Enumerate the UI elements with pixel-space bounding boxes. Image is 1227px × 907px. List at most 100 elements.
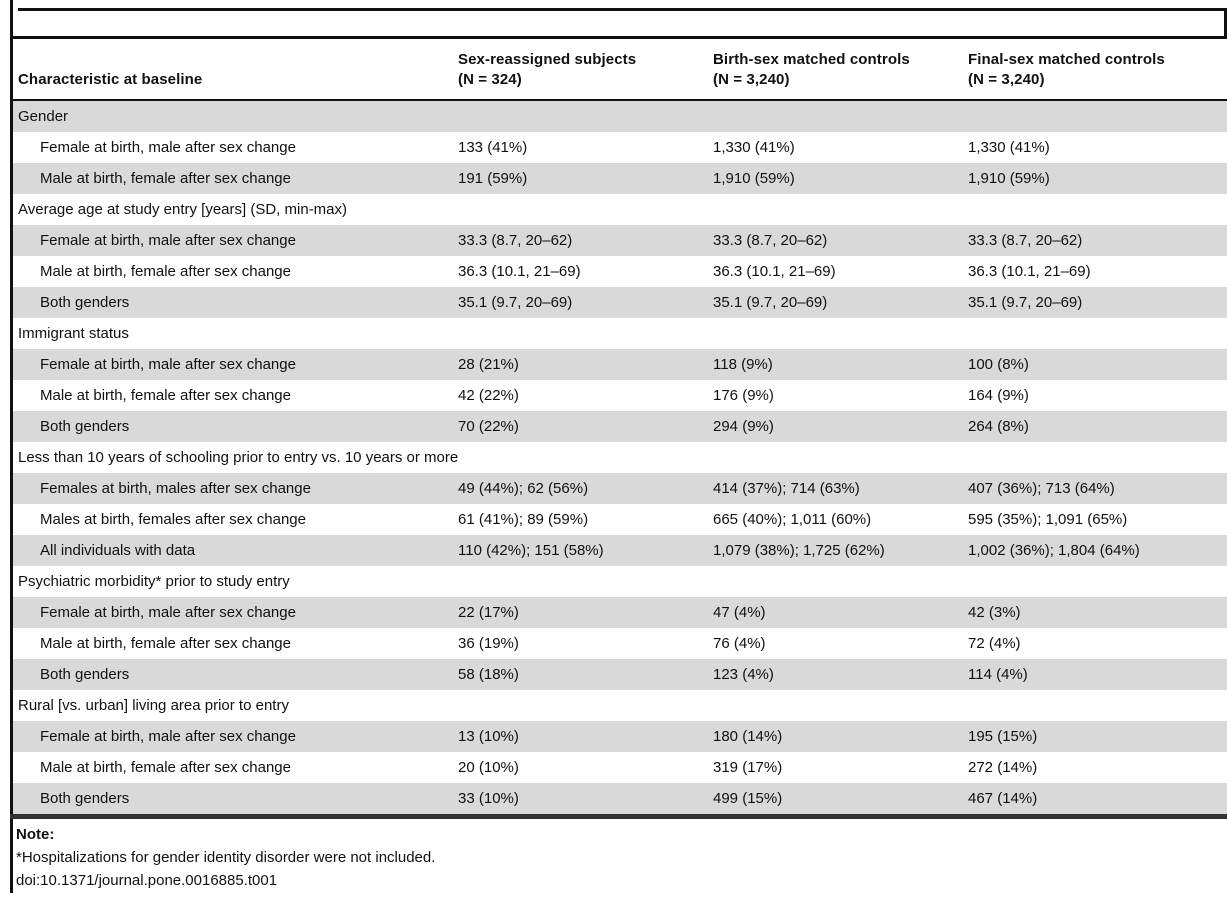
row-label: Both genders xyxy=(40,666,130,683)
section-label: Psychiatric morbidity* prior to study en… xyxy=(18,573,290,590)
value-cell: 1,002 (36%); 1,804 (64%) xyxy=(968,542,1140,559)
value-cell: 1,910 (59%) xyxy=(968,170,1050,187)
value-cell: 272 (14%) xyxy=(968,759,1038,776)
section-label: Immigrant status xyxy=(18,325,129,342)
row-label: Males at birth, females after sex change xyxy=(40,511,306,528)
left-vertical-rule xyxy=(10,0,13,893)
table-header-row: Characteristic at baseline Sex-reassigne… xyxy=(13,39,1227,99)
note-title: Note: xyxy=(16,826,55,843)
table-row: Female at birth, male after sex change 28… xyxy=(13,349,1227,380)
top-rule xyxy=(18,8,1227,11)
table-row: All individuals with data 110 (42%); 151 … xyxy=(13,535,1227,566)
value-cell: 58 (18%) xyxy=(458,666,519,683)
value-cell: 294 (9%) xyxy=(713,418,774,435)
row-label: Female at birth, male after sex change xyxy=(40,139,296,156)
value-cell: 36.3 (10.1, 21–69) xyxy=(458,263,581,280)
section-row: Average age at study entry [years] (SD, … xyxy=(13,194,1227,225)
row-label: Both genders xyxy=(40,418,130,435)
table-body: Gender Female at birth, male after sex ch… xyxy=(13,101,1227,814)
section-row: Less than 10 years of schooling prior to… xyxy=(13,442,1227,473)
value-cell: 13 (10%) xyxy=(458,728,519,745)
value-cell: 35.1 (9.7, 20–69) xyxy=(713,294,828,311)
table-row: Females at birth, males after sex change… xyxy=(13,473,1227,504)
row-label: Male at birth, female after sex change xyxy=(40,170,291,187)
value-cell: 70 (22%) xyxy=(458,418,519,435)
value-cell: 114 (4%) xyxy=(968,666,1028,683)
column-header-line2: (N = 324) xyxy=(458,71,522,88)
value-cell: 42 (22%) xyxy=(458,387,519,404)
value-cell: 33.3 (8.7, 20–62) xyxy=(458,232,573,249)
note-footnote: *Hospitalizations for gender identity di… xyxy=(16,849,436,866)
value-cell: 176 (9%) xyxy=(713,387,774,404)
value-cell: 36.3 (10.1, 21–69) xyxy=(713,263,836,280)
column-header-line2: (N = 3,240) xyxy=(713,71,790,88)
value-cell: 499 (15%) xyxy=(713,790,783,807)
row-label: Male at birth, female after sex change xyxy=(40,263,291,280)
value-cell: 123 (4%) xyxy=(713,666,774,683)
right-vertical-rule xyxy=(1224,8,1227,39)
table-row: Males at birth, females after sex change… xyxy=(13,504,1227,535)
value-cell: 264 (8%) xyxy=(968,418,1029,435)
row-label: Females at birth, males after sex change xyxy=(40,480,311,497)
column-header-line1: Sex-reassigned subjects xyxy=(458,51,637,68)
value-cell: 595 (35%); 1,091 (65%) xyxy=(968,511,1128,528)
section-label: Less than 10 years of schooling prior to… xyxy=(18,449,458,466)
table-row: Female at birth, male after sex change 13… xyxy=(13,721,1227,752)
row-label: Female at birth, male after sex change xyxy=(40,604,296,621)
section-row: Immigrant status xyxy=(13,318,1227,349)
table-row: Both genders 33 (10%) 499 (15%) 467 (14%) xyxy=(13,783,1227,814)
value-cell: 35.1 (9.7, 20–69) xyxy=(968,294,1083,311)
value-cell: 414 (37%); 714 (63%) xyxy=(713,480,860,497)
column-header-characteristic: Characteristic at baseline xyxy=(18,71,203,88)
value-cell: 42 (3%) xyxy=(968,604,1021,621)
value-cell: 191 (59%) xyxy=(458,170,528,187)
value-cell: 319 (17%) xyxy=(713,759,783,776)
value-cell: 1,330 (41%) xyxy=(968,139,1050,156)
value-cell: 49 (44%); 62 (56%) xyxy=(458,480,589,497)
table-bottom-rule xyxy=(10,814,1227,819)
value-cell: 100 (8%) xyxy=(968,356,1029,373)
value-cell: 110 (42%); 151 (58%) xyxy=(458,542,604,559)
row-label: Female at birth, male after sex change xyxy=(40,232,296,249)
table-note: Note: *Hospitalizations for gender ident… xyxy=(16,823,435,892)
table-row: Female at birth, male after sex change 13… xyxy=(13,132,1227,163)
column-header-line2: (N = 3,240) xyxy=(968,71,1045,88)
row-label: Female at birth, male after sex change xyxy=(40,356,296,373)
value-cell: 407 (36%); 713 (64%) xyxy=(968,480,1115,497)
value-cell: 1,330 (41%) xyxy=(713,139,795,156)
table-row: Both genders 70 (22%) 294 (9%) 264 (8%) xyxy=(13,411,1227,442)
value-cell: 61 (41%); 89 (59%) xyxy=(458,511,589,528)
value-cell: 36 (19%) xyxy=(458,635,519,652)
column-header-line1: Final-sex matched controls xyxy=(968,51,1165,68)
section-row: Gender xyxy=(13,101,1227,132)
value-cell: 72 (4%) xyxy=(968,635,1021,652)
value-cell: 28 (21%) xyxy=(458,356,519,373)
value-cell: 33.3 (8.7, 20–62) xyxy=(713,232,828,249)
section-label: Gender xyxy=(18,108,69,125)
value-cell: 35.1 (9.7, 20–69) xyxy=(458,294,573,311)
table-row: Male at birth, female after sex change 19… xyxy=(13,163,1227,194)
row-label: Female at birth, male after sex change xyxy=(40,728,296,745)
row-label: Male at birth, female after sex change xyxy=(40,387,291,404)
column-header-line1: Birth-sex matched controls xyxy=(713,51,910,68)
section-label: Average age at study entry [years] (SD, … xyxy=(18,201,348,218)
section-label: Rural [vs. urban] living area prior to e… xyxy=(18,697,289,714)
row-label: Male at birth, female after sex change xyxy=(40,759,291,776)
value-cell: 33 (10%) xyxy=(458,790,519,807)
row-label: Both genders xyxy=(40,294,130,311)
table-top-rule xyxy=(10,36,1227,39)
row-label: All individuals with data xyxy=(40,542,196,559)
value-cell: 133 (41%) xyxy=(458,139,528,156)
row-label: Male at birth, female after sex change xyxy=(40,635,291,652)
table-row: Both genders 58 (18%) 123 (4%) 114 (4%) xyxy=(13,659,1227,690)
value-cell: 180 (14%) xyxy=(713,728,783,745)
table-row: Both genders 35.1 (9.7, 20–69) 35.1 (9.7, … xyxy=(13,287,1227,318)
value-cell: 467 (14%) xyxy=(968,790,1038,807)
row-label: Both genders xyxy=(40,790,130,807)
table-row: Male at birth, female after sex change 36… xyxy=(13,628,1227,659)
note-doi: doi:10.1371/journal.pone.0016885.t001 xyxy=(16,872,278,889)
value-cell: 20 (10%) xyxy=(458,759,519,776)
table-row: Male at birth, female after sex change 36… xyxy=(13,256,1227,287)
value-cell: 1,910 (59%) xyxy=(713,170,795,187)
table-row: Female at birth, male after sex change 33… xyxy=(13,225,1227,256)
